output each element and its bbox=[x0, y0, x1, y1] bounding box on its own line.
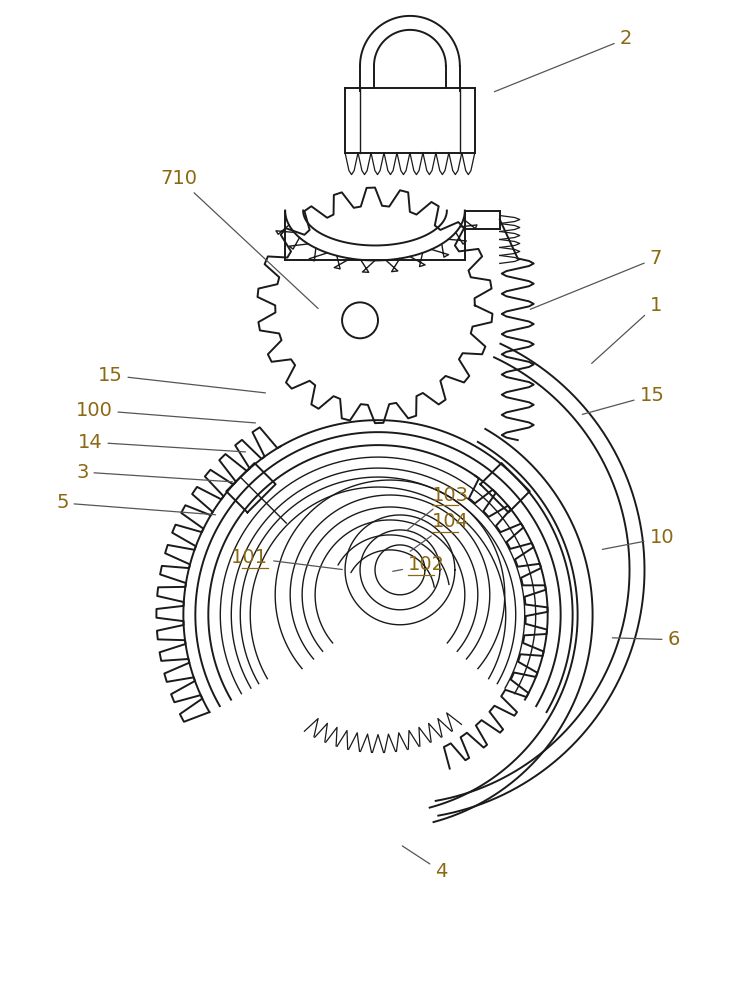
Text: 15: 15 bbox=[98, 366, 265, 393]
Text: 102: 102 bbox=[393, 555, 445, 574]
Text: 10: 10 bbox=[602, 528, 674, 549]
Text: 4: 4 bbox=[403, 846, 448, 881]
Text: 104: 104 bbox=[410, 512, 469, 551]
Text: 5: 5 bbox=[56, 493, 216, 515]
Text: 2: 2 bbox=[494, 29, 632, 92]
Text: 7: 7 bbox=[530, 249, 662, 309]
Text: 100: 100 bbox=[76, 401, 255, 423]
Text: 6: 6 bbox=[612, 630, 680, 649]
Text: 3: 3 bbox=[76, 463, 233, 482]
Text: 1: 1 bbox=[592, 296, 662, 363]
Text: 14: 14 bbox=[78, 433, 246, 452]
Text: 103: 103 bbox=[407, 486, 469, 530]
Text: 101: 101 bbox=[231, 548, 342, 570]
Text: 710: 710 bbox=[161, 169, 318, 308]
Circle shape bbox=[342, 302, 378, 338]
Text: 15: 15 bbox=[582, 386, 665, 414]
